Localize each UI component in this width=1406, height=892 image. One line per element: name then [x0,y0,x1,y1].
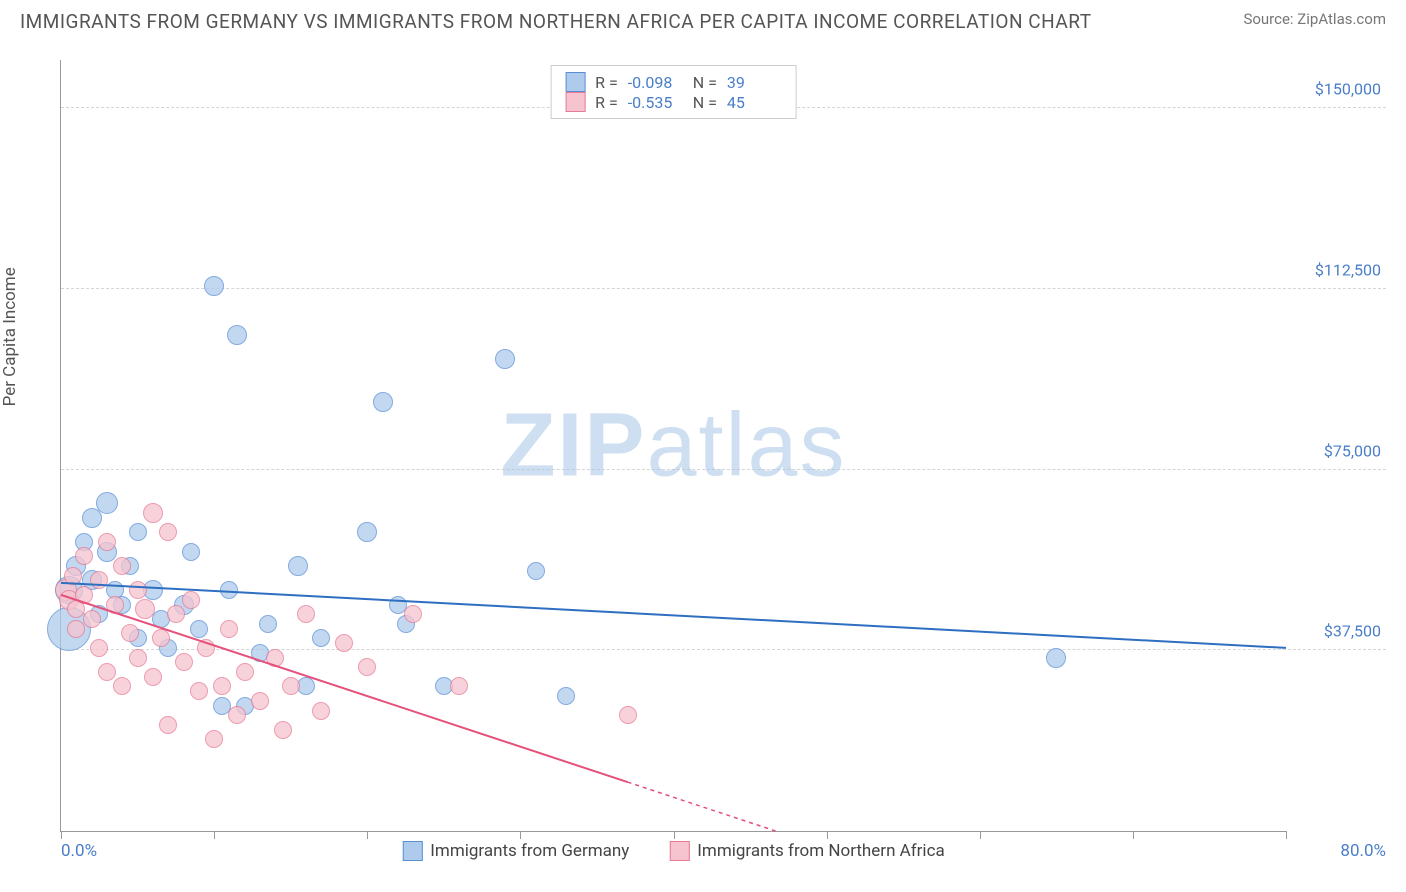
legend-swatch [565,72,585,92]
source-link[interactable]: ZipAtlas.com [1297,10,1386,28]
r-value: -0.098 [628,73,683,92]
legend-item: Immigrants from Northern Africa [669,841,944,861]
chart-container: Per Capita Income ZIPatlas R = -0.098N =… [20,50,1386,882]
x-tick [1286,831,1287,839]
y-tick-label: $75,000 [1291,441,1381,460]
r-value: -0.535 [628,93,683,112]
regression-line-extrapolated [628,782,776,831]
x-tick [674,831,675,839]
y-tick-label: $150,000 [1291,80,1381,99]
n-value: 39 [727,73,782,92]
n-label: N = [693,93,717,112]
source-prefix: Source: [1243,10,1297,28]
series-legend: Immigrants from Germany Immigrants from N… [402,841,944,861]
y-tick-label: $37,500 [1291,622,1381,641]
regression-lines [61,60,1286,831]
legend-swatch [669,841,689,861]
x-tick [214,831,215,839]
regression-line [61,595,628,782]
x-tick [827,831,828,839]
n-value: 45 [727,93,782,112]
x-axis-end-label: 80.0% [1340,841,1386,861]
legend-item: Immigrants from Germany [402,841,629,861]
legend-swatch [565,92,585,112]
stats-row: R = -0.535 N = 45 [565,92,782,112]
x-tick [61,831,62,839]
x-tick [367,831,368,839]
y-axis-label: Per Capita Income [0,267,20,406]
y-tick-label: $112,500 [1291,260,1381,279]
plot-area: ZIPatlas R = -0.098N = 39R = -0.535N = 4… [60,60,1286,832]
x-tick [1133,831,1134,839]
x-tick [520,831,521,839]
r-label: R = [595,73,618,92]
source-credit: Source: ZipAtlas.com [1243,10,1386,28]
regression-line [61,583,1286,648]
chart-title: IMMIGRANTS FROM GERMANY VS IMMIGRANTS FR… [20,10,1092,33]
r-label: R = [595,93,618,112]
legend-swatch [402,841,422,861]
x-axis-start-label: 0.0% [61,841,97,861]
correlation-stats-legend: R = -0.098 N = 39 R = -0.535 N = 45 [550,65,797,119]
x-tick [980,831,981,839]
legend-label: Immigrants from Northern Africa [697,841,944,861]
stats-row: R = -0.098 N = 39 [565,72,782,92]
legend-label: Immigrants from Germany [430,841,629,861]
header: IMMIGRANTS FROM GERMANY VS IMMIGRANTS FR… [0,0,1406,38]
n-label: N = [693,73,717,92]
